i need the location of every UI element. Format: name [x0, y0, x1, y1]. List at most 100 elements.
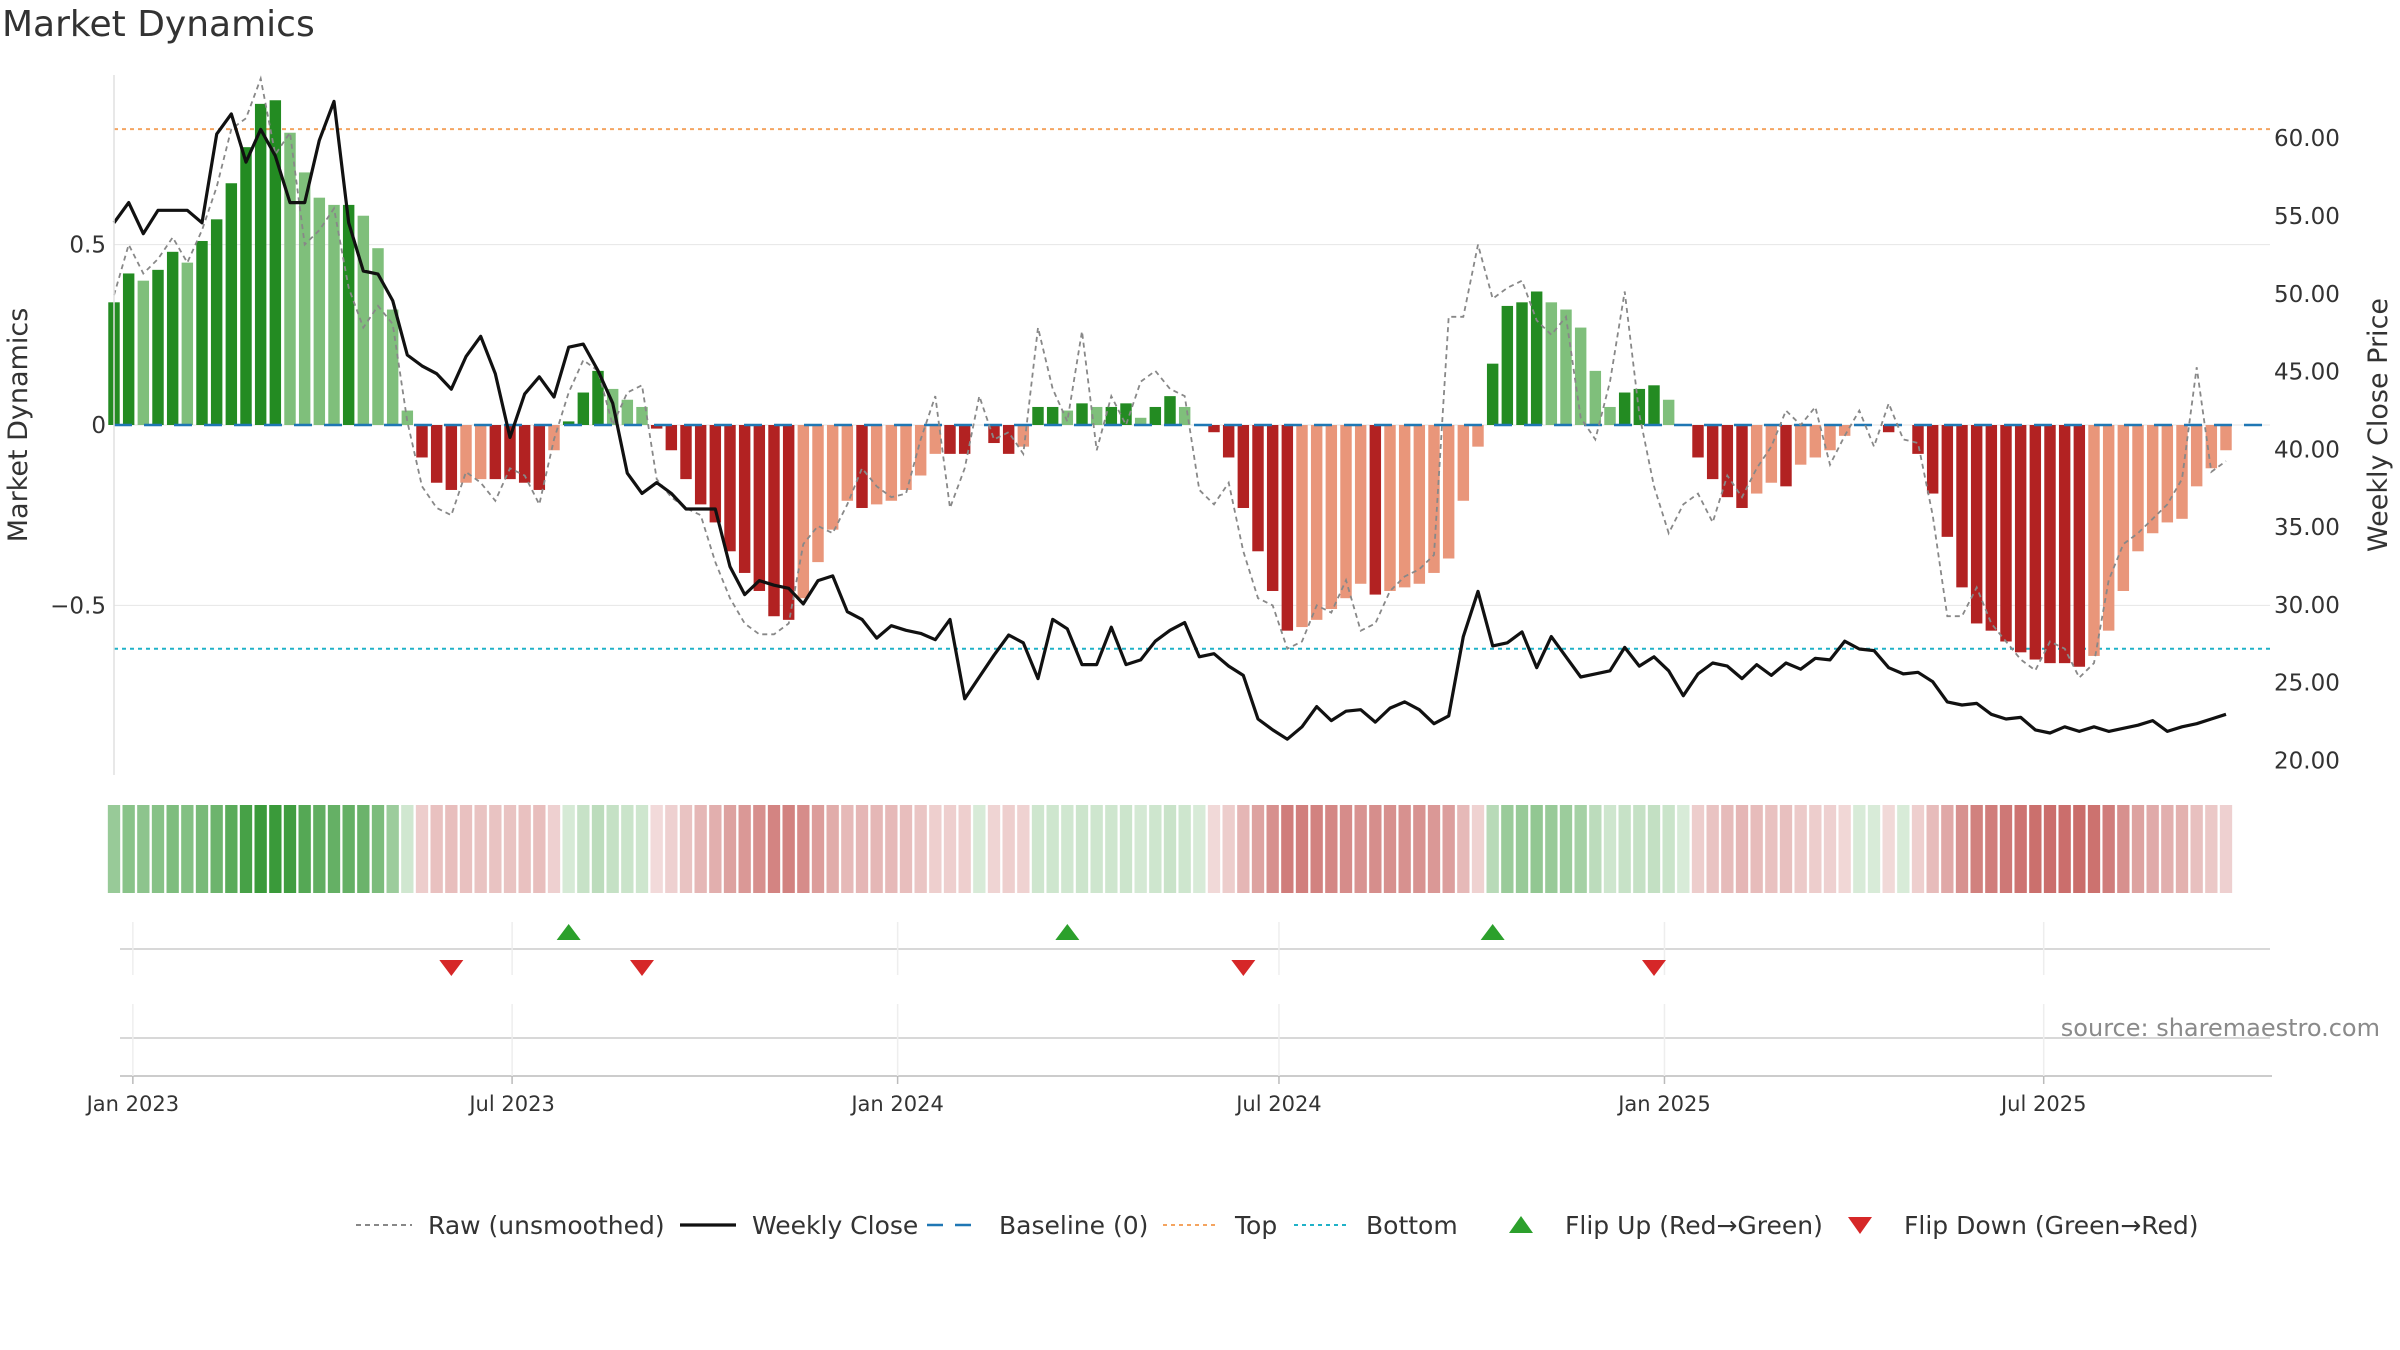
dynamics-bar	[1134, 417, 1147, 425]
heat-strip-cell	[1838, 805, 1851, 893]
dynamics-bar	[958, 425, 971, 454]
heat-strip-cell	[210, 805, 223, 893]
dynamics-bar	[1472, 425, 1484, 447]
dynamics-bar	[650, 425, 663, 429]
dynamics-bar	[1090, 406, 1103, 425]
dynamics-bar	[284, 132, 296, 425]
heat-strip-cell	[650, 805, 663, 893]
heat-strip-cell	[1222, 805, 1235, 893]
heat-strip-cell	[929, 805, 942, 893]
heat-strip-cell	[547, 805, 561, 893]
dynamics-bar	[870, 425, 883, 505]
heat-strip-cell	[870, 805, 883, 893]
heat-strip-cell	[767, 805, 781, 893]
heat-strip-cell	[591, 805, 605, 893]
dynamics-bar	[2176, 425, 2188, 519]
right-tick-label: 45.00	[2274, 360, 2340, 386]
heat-strip-cell	[914, 805, 927, 893]
heat-strip-cell	[1735, 805, 1749, 893]
heat-strip-cell	[577, 805, 590, 893]
dynamics-bar	[489, 425, 502, 480]
heat-strip-cell	[225, 805, 238, 893]
heat-strip-cell	[371, 805, 385, 893]
left-tick-label: 0.5	[69, 233, 106, 259]
dynamics-bar	[2102, 425, 2115, 631]
heat-strip-cell	[2014, 805, 2027, 893]
dynamics-bar	[298, 172, 311, 425]
dynamics-bar	[2220, 425, 2232, 451]
heat-strip-cell	[239, 805, 253, 893]
legend-flip-down-icon	[1848, 1217, 1872, 1234]
heat-strip-cell	[459, 805, 473, 893]
heat-strip-cell	[1706, 805, 1719, 893]
right-tick-label: 30.00	[2274, 593, 2340, 619]
dynamics-bar	[1956, 425, 1968, 588]
dynamics-bar	[914, 425, 927, 476]
dynamics-bar	[1164, 396, 1176, 425]
heat-strip-cell	[1369, 805, 1382, 893]
dynamics-bar	[768, 425, 780, 617]
heat-strip-cell	[753, 805, 766, 893]
dynamics-bar	[210, 219, 223, 425]
dynamics-bar	[665, 425, 678, 451]
dynamics-bar	[1545, 302, 1558, 425]
heat-strip-cell	[606, 805, 619, 893]
dynamics-bar	[1310, 425, 1323, 620]
heat-strip-cell	[562, 805, 575, 893]
heat-strip-cell	[2073, 805, 2086, 893]
dynamics-bar	[2146, 425, 2159, 534]
legend-label: Flip Down (Green→Red)	[1904, 1211, 2199, 1240]
heat-strip-cell	[973, 805, 986, 893]
heat-strip-cell	[2161, 805, 2174, 893]
dynamics-bar	[1457, 425, 1470, 501]
heat-strip-cell	[1779, 805, 1793, 893]
dynamics-bar	[386, 309, 399, 425]
heat-strip-cell	[283, 805, 297, 893]
dynamics-bar	[1120, 403, 1132, 425]
heat-strip-cell	[2058, 805, 2071, 893]
dynamics-bar	[694, 425, 707, 505]
heat-strip-cell	[1193, 805, 1206, 893]
heat-strip-cell	[489, 805, 502, 893]
legend-label: Baseline (0)	[999, 1211, 1148, 1240]
left-axis-label: Market Dynamics	[3, 308, 34, 543]
dynamics-bar	[1912, 425, 1924, 454]
x-tick-label: Jul 2024	[1234, 1092, 1321, 1116]
heat-strip-cell	[2190, 805, 2203, 893]
heat-strip-cell	[474, 805, 487, 893]
dynamics-bar	[225, 183, 238, 425]
heat-strip-cell	[1075, 805, 1089, 893]
heat-strip-cell	[1647, 805, 1661, 893]
heat-strip-cell	[1134, 805, 1147, 893]
flip-down-marker	[1642, 960, 1666, 976]
heat-strip-cell	[1310, 805, 1323, 893]
heat-strip-cell	[269, 805, 282, 893]
dynamics-bar	[885, 425, 898, 501]
x-tick-label: Jul 2023	[467, 1092, 554, 1116]
heat-strip-cell	[1281, 805, 1294, 893]
dynamics-bar	[166, 251, 179, 425]
heat-strip-cell	[1427, 805, 1441, 893]
dynamics-bar	[445, 425, 458, 490]
heat-strip-cell	[1545, 805, 1558, 893]
dynamics-bar	[988, 425, 1000, 444]
dynamics-bar	[2029, 425, 2042, 660]
heat-strip-cell	[709, 805, 722, 893]
dynamics-bar	[254, 103, 267, 426]
heat-strip-cell	[2175, 805, 2189, 893]
legend: Raw (unsmoothed) Weekly Close Baseline (0)…	[356, 1211, 2199, 1240]
legend-label: Bottom	[1366, 1211, 1458, 1240]
dynamics-bar	[137, 280, 150, 425]
dynamics-bar	[181, 262, 194, 425]
heat-strip-cell	[1603, 805, 1617, 893]
heat-strip-cell	[254, 805, 267, 893]
dynamics-bar	[1985, 425, 1998, 631]
source-caption: source: sharemaestro.com	[2060, 1014, 2380, 1042]
right-tick-label: 35.00	[2274, 515, 2340, 541]
dynamics-bar	[2014, 425, 2027, 653]
dynamics-bar	[1105, 406, 1118, 425]
left-tick-label: −0.5	[50, 593, 106, 619]
heat-strip-cell	[386, 805, 399, 893]
dynamics-bar	[2205, 425, 2218, 469]
legend-flip-up-icon	[1509, 1216, 1533, 1233]
